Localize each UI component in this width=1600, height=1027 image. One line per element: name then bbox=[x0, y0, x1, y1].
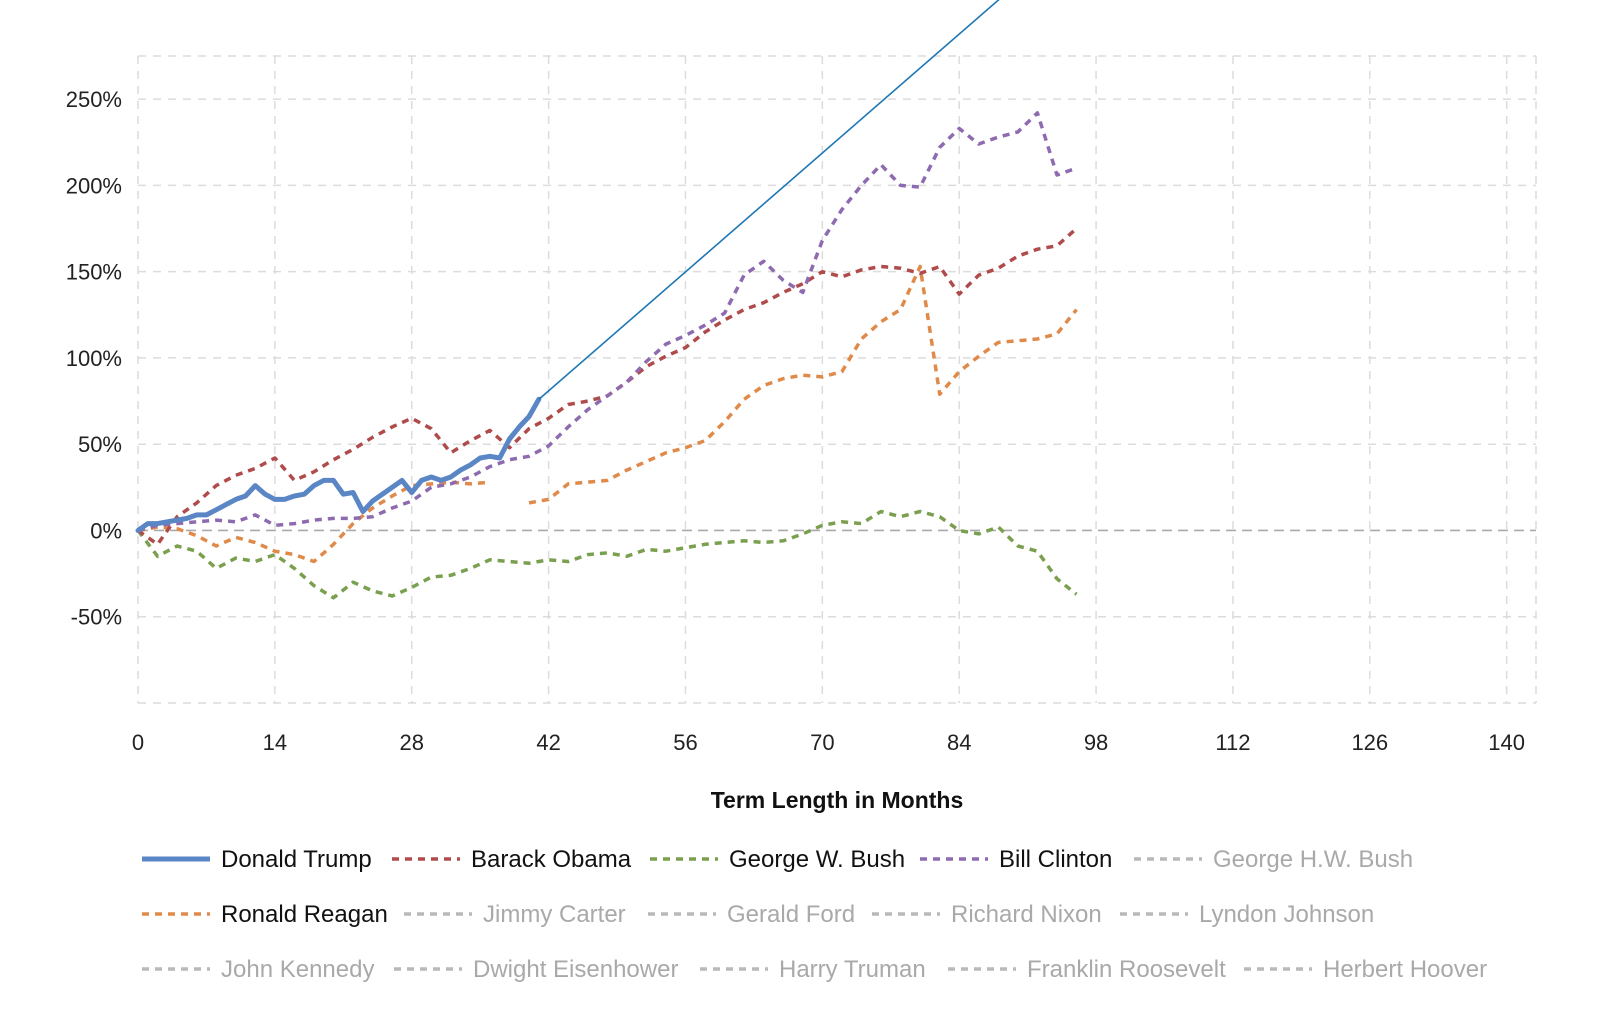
legend-label: Barack Obama bbox=[471, 846, 632, 873]
y-tick-label: 100% bbox=[66, 346, 122, 371]
legend-item-gerald-ford[interactable]: Gerald Ford bbox=[648, 901, 855, 928]
y-tick-label: 0% bbox=[90, 518, 122, 543]
legend-label: John Kennedy bbox=[221, 956, 374, 983]
legend-label: Lyndon Johnson bbox=[1199, 901, 1374, 928]
x-tick-label: 0 bbox=[132, 730, 144, 755]
y-tick-label: 50% bbox=[78, 432, 122, 457]
series-lines bbox=[135, 111, 1078, 600]
x-tick-label: 42 bbox=[536, 730, 560, 755]
legend-item-donald-trump[interactable]: Donald Trump bbox=[142, 846, 372, 873]
legend-label: Harry Truman bbox=[779, 956, 926, 983]
legend-label: Richard Nixon bbox=[951, 901, 1102, 928]
series-line-bill-clinton bbox=[137, 111, 1078, 533]
legend-label: Donald Trump bbox=[221, 846, 372, 873]
x-tick-label: 98 bbox=[1084, 730, 1108, 755]
legend-item-franklin-roosevelt[interactable]: Franklin Roosevelt bbox=[948, 956, 1226, 983]
x-tick-label: 112 bbox=[1215, 730, 1250, 755]
legend-label: Franklin Roosevelt bbox=[1027, 956, 1226, 983]
y-tick-label: 250% bbox=[66, 87, 122, 112]
legend-label: Bill Clinton bbox=[999, 846, 1112, 873]
x-tick-label: 140 bbox=[1488, 730, 1525, 755]
x-axis-label: Term Length in Months bbox=[711, 787, 964, 813]
y-tick-label: -50% bbox=[71, 605, 122, 630]
legend-item-dwight-eisenhower[interactable]: Dwight Eisenhower bbox=[394, 956, 678, 983]
trendline bbox=[538, 0, 1000, 400]
x-tick-label: 56 bbox=[673, 730, 697, 755]
legend-label: George H.W. Bush bbox=[1213, 846, 1413, 873]
x-tick-label: 70 bbox=[810, 730, 834, 755]
legend-item-herbert-hoover[interactable]: Herbert Hoover bbox=[1244, 956, 1487, 983]
y-tick-label: 150% bbox=[66, 260, 122, 285]
legend-label: Herbert Hoover bbox=[1323, 956, 1487, 983]
x-axis-ticks: 0 14 28 42 56 70 84 98 112 126 140 bbox=[132, 730, 1525, 755]
legend-label: Dwight Eisenhower bbox=[473, 956, 678, 983]
y-axis-ticks: -50% 0% 50% 100% 150% 200% 250% bbox=[66, 87, 122, 630]
y-tick-label: 200% bbox=[66, 173, 122, 198]
legend-item-ronald-reagan[interactable]: Ronald Reagan bbox=[142, 901, 388, 928]
legend-item-george-h-w-bush[interactable]: George H.W. Bush bbox=[1134, 846, 1413, 873]
legend-item-barack-obama[interactable]: Barack Obama bbox=[392, 846, 632, 873]
series-line-donald-trump bbox=[135, 396, 542, 533]
legend-item-richard-nixon[interactable]: Richard Nixon bbox=[872, 901, 1102, 928]
legend-item-john-kennedy[interactable]: John Kennedy bbox=[142, 956, 374, 983]
x-tick-label: 126 bbox=[1351, 730, 1388, 755]
legend-label: Gerald Ford bbox=[727, 901, 855, 928]
legend-label: Jimmy Carter bbox=[483, 901, 626, 928]
legend-item-george-w-bush[interactable]: George W. Bush bbox=[650, 846, 905, 873]
x-tick-label: 28 bbox=[399, 730, 423, 755]
x-tick-label: 84 bbox=[947, 730, 971, 755]
series-line-ronald-reagan bbox=[137, 264, 1078, 564]
legend: Donald Trump Barack Obama George W. Bush Bi… bbox=[142, 846, 1487, 983]
legend-item-harry-truman[interactable]: Harry Truman bbox=[700, 956, 926, 983]
trendline-segment bbox=[538, 0, 1000, 400]
x-tick-label: 14 bbox=[263, 730, 287, 755]
series-line-george-w-bush bbox=[136, 509, 1078, 600]
legend-item-lyndon-johnson[interactable]: Lyndon Johnson bbox=[1120, 901, 1374, 928]
legend-item-jimmy-carter[interactable]: Jimmy Carter bbox=[404, 901, 626, 928]
legend-label: George W. Bush bbox=[729, 846, 905, 873]
grid-lines bbox=[137, 55, 1537, 704]
legend-item-bill-clinton[interactable]: Bill Clinton bbox=[920, 846, 1112, 873]
legend-label: Ronald Reagan bbox=[221, 901, 388, 928]
